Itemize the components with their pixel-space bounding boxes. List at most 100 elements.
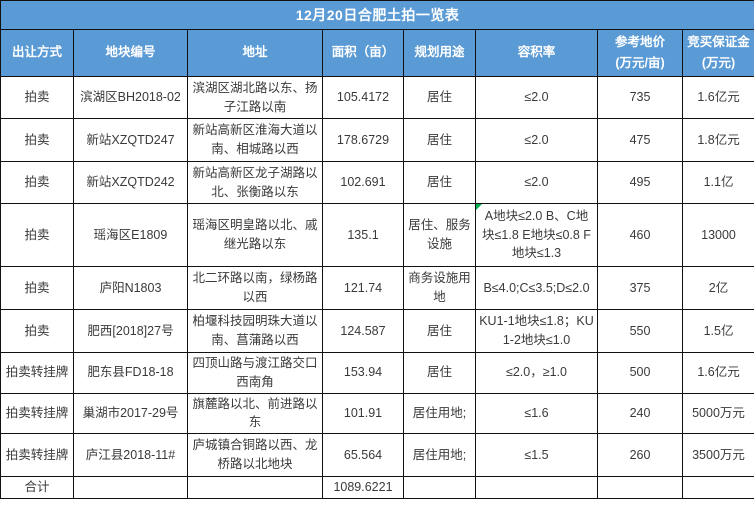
cell-address: 四顶山路与渡江路交口西南角 bbox=[187, 352, 323, 394]
table-row: 拍卖 庐阳N1803 北二环路以南，绿杨路以西 121.74 商务设施用地 B≤… bbox=[0, 266, 754, 310]
cell-plot-ratio: A地块≤2.0 B、C地块≤1.8 E地块≤0.8 F地块≤1.3 bbox=[475, 203, 598, 267]
cell-reference-price: 375 bbox=[597, 266, 683, 310]
table-row: 拍卖转挂牌 巢湖市2017-29号 旗麓路以北、前进路以东 101.91 居住用… bbox=[0, 392, 754, 434]
cell-plot-code: 庐阳N1803 bbox=[73, 266, 188, 310]
header-transfer-method: 出让方式 bbox=[0, 29, 74, 77]
cell-reference-price: 550 bbox=[597, 309, 683, 353]
cell-plot-ratio: ≤2.0 bbox=[475, 161, 598, 204]
cell-bid-deposit: 13000 bbox=[681, 203, 754, 267]
cell-bid-deposit: 1.6亿元 bbox=[681, 352, 754, 394]
total-planned-use bbox=[403, 476, 476, 499]
table-row: 拍卖 新站XZQTD247 新站高新区淮海大道以南、相城路以西 178.6729… bbox=[0, 118, 754, 162]
cell-plot-code: 肥东县FD18-18 bbox=[73, 352, 188, 394]
cell-transfer-method: 拍卖 bbox=[0, 203, 74, 267]
cell-plot-ratio: KU1-1地块≤1.8；KU1-2地块≤1.0 bbox=[475, 309, 598, 353]
cell-reference-price: 735 bbox=[597, 76, 683, 119]
cell-reference-price: 500 bbox=[597, 352, 683, 394]
cell-address: 新站高新区龙子湖路以北、张衡路以东 bbox=[187, 161, 323, 204]
header-plot-code: 地块编号 bbox=[73, 29, 188, 77]
cell-bid-deposit: 1.8亿元 bbox=[681, 118, 754, 162]
header-reference-price: 参考地价 (万元/亩) bbox=[597, 29, 683, 77]
cell-reference-price: 260 bbox=[597, 433, 683, 477]
cell-transfer-method: 拍卖 bbox=[0, 76, 74, 119]
cell-planned-use: 居住 bbox=[403, 309, 476, 353]
cell-plot-code: 新站XZQTD242 bbox=[73, 161, 188, 204]
header-area: 面积（亩） bbox=[322, 29, 404, 77]
cell-area: 121.74 bbox=[322, 266, 404, 310]
cell-address: 柏堰科技园明珠大道以南、菖蒲路以西 bbox=[187, 309, 323, 353]
cell-bid-deposit: 1.5亿 bbox=[681, 309, 754, 353]
cell-bid-deposit: 2亿 bbox=[681, 266, 754, 310]
cell-bid-deposit: 5000万元 bbox=[681, 392, 754, 434]
cell-planned-use: 居住 bbox=[403, 352, 476, 394]
cell-reference-price: 495 bbox=[597, 161, 683, 204]
table-header-row: 出让方式 地块编号 地址 面积（亩） 规划用途 容积率 参考地价 (万元/亩) … bbox=[0, 29, 754, 77]
cell-plot-ratio: ≤2.0 bbox=[475, 118, 598, 162]
cell-plot-ratio: ≤1.5 bbox=[475, 433, 598, 477]
cell-transfer-method: 拍卖转挂牌 bbox=[0, 392, 74, 434]
cell-transfer-method: 拍卖 bbox=[0, 266, 74, 310]
header-bid-deposit: 竞买保证金 (万元) bbox=[681, 29, 754, 77]
header-plot-ratio: 容积率 bbox=[475, 29, 598, 77]
cell-planned-use: 居住用地; bbox=[403, 433, 476, 477]
table-row: 拍卖 滨湖区BH2018-02 滨湖区湖北路以东、扬子江路以南 105.4172… bbox=[0, 76, 754, 119]
cell-planned-use: 居住 bbox=[403, 118, 476, 162]
cell-area: 124.587 bbox=[322, 309, 404, 353]
cell-address: 北二环路以南，绿杨路以西 bbox=[187, 266, 323, 310]
cell-address: 庐城镇合铜路以西、龙桥路以北地块 bbox=[187, 433, 323, 477]
total-area: 1089.6221 bbox=[322, 476, 404, 499]
table-title-row: 12月20日合肥土拍一览表 bbox=[0, 0, 754, 30]
header-address: 地址 bbox=[187, 29, 323, 77]
cell-bid-deposit: 1.1亿 bbox=[681, 161, 754, 204]
cell-plot-ratio: ≤2.0，≥1.0 bbox=[475, 352, 598, 394]
land-auction-table: 12月20日合肥土拍一览表 出让方式 地块编号 地址 面积（亩） 规划用途 容积… bbox=[0, 0, 754, 499]
total-plot-ratio bbox=[475, 476, 598, 499]
cell-plot-code: 滨湖区BH2018-02 bbox=[73, 76, 188, 119]
header-planned-use: 规划用途 bbox=[403, 29, 476, 77]
cell-planned-use: 商务设施用地 bbox=[403, 266, 476, 310]
cell-area: 153.94 bbox=[322, 352, 404, 394]
comment-marker-triangle-icon bbox=[476, 204, 482, 210]
cell-plot-ratio-text: A地块≤2.0 B、C地块≤1.8 E地块≤0.8 F地块≤1.3 bbox=[482, 208, 591, 261]
cell-address: 滨湖区湖北路以东、扬子江路以南 bbox=[187, 76, 323, 119]
cell-transfer-method: 拍卖 bbox=[0, 309, 74, 353]
table-row: 拍卖 肥西[2018]27号 柏堰科技园明珠大道以南、菖蒲路以西 124.587… bbox=[0, 309, 754, 353]
cell-area: 65.564 bbox=[322, 433, 404, 477]
table-row: 拍卖转挂牌 肥东县FD18-18 四顶山路与渡江路交口西南角 153.94 居住… bbox=[0, 352, 754, 394]
cell-transfer-method: 拍卖 bbox=[0, 161, 74, 204]
total-label: 合计 bbox=[0, 476, 74, 499]
cell-planned-use: 居住用地; bbox=[403, 392, 476, 434]
cell-plot-code: 瑶海区E1809 bbox=[73, 203, 188, 267]
cell-transfer-method: 拍卖 bbox=[0, 118, 74, 162]
cell-bid-deposit: 1.6亿元 bbox=[681, 76, 754, 119]
table-title: 12月20日合肥土拍一览表 bbox=[0, 0, 754, 30]
cell-plot-ratio: ≤1.6 bbox=[475, 392, 598, 434]
cell-plot-code: 巢湖市2017-29号 bbox=[73, 392, 188, 434]
table-row: 拍卖转挂牌 庐江县2018-11# 庐城镇合铜路以西、龙桥路以北地块 65.56… bbox=[0, 433, 754, 477]
cell-planned-use: 居住 bbox=[403, 161, 476, 204]
cell-bid-deposit: 3500万元 bbox=[681, 433, 754, 477]
cell-reference-price: 240 bbox=[597, 392, 683, 434]
cell-area: 102.691 bbox=[322, 161, 404, 204]
cell-reference-price: 475 bbox=[597, 118, 683, 162]
cell-transfer-method: 拍卖转挂牌 bbox=[0, 433, 74, 477]
total-bid-deposit bbox=[681, 476, 754, 499]
cell-plot-code: 庐江县2018-11# bbox=[73, 433, 188, 477]
table-row: 拍卖 新站XZQTD242 新站高新区龙子湖路以北、张衡路以东 102.691 … bbox=[0, 161, 754, 204]
total-reference-price bbox=[597, 476, 683, 499]
table-total-row: 合计 1089.6221 bbox=[0, 476, 754, 499]
cell-planned-use: 居住 bbox=[403, 76, 476, 119]
cell-area: 105.4172 bbox=[322, 76, 404, 119]
cell-address: 旗麓路以北、前进路以东 bbox=[187, 392, 323, 434]
total-address bbox=[187, 476, 323, 499]
cell-transfer-method: 拍卖转挂牌 bbox=[0, 352, 74, 394]
table-row: 拍卖 瑶海区E1809 瑶海区明皇路以北、戚继光路以东 135.1 居住、服务设… bbox=[0, 203, 754, 267]
cell-area: 135.1 bbox=[322, 203, 404, 267]
cell-plot-code: 新站XZQTD247 bbox=[73, 118, 188, 162]
cell-plot-code: 肥西[2018]27号 bbox=[73, 309, 188, 353]
total-plot-code bbox=[73, 476, 188, 499]
cell-area: 178.6729 bbox=[322, 118, 404, 162]
cell-area: 101.91 bbox=[322, 392, 404, 434]
cell-address: 瑶海区明皇路以北、戚继光路以东 bbox=[187, 203, 323, 267]
